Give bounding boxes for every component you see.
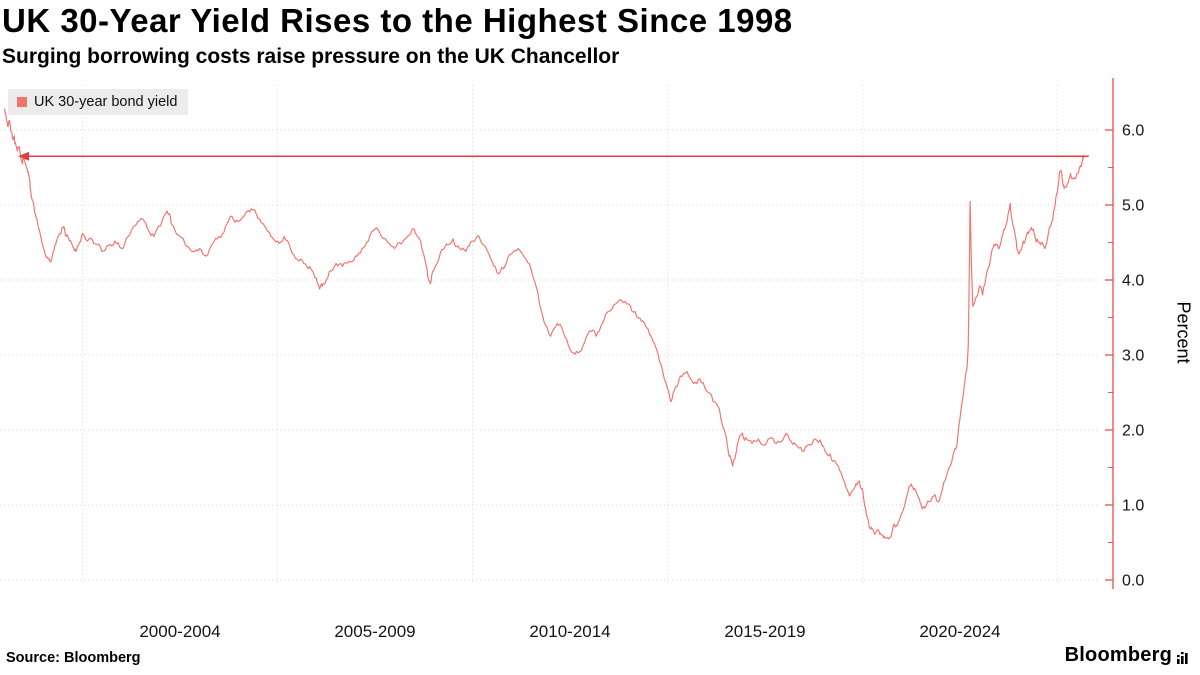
svg-text:2010-2014: 2010-2014 [529,622,610,641]
svg-text:2000-2004: 2000-2004 [139,622,220,641]
legend-label: UK 30-year bond yield [34,94,178,110]
bloomberg-logo: Bloomberg [1065,644,1190,667]
page-title: UK 30-Year Yield Rises to the Highest Si… [2,2,793,39]
svg-text:6.0: 6.0 [1122,123,1144,140]
svg-text:2020-2024: 2020-2024 [919,622,1000,641]
page-subtitle: Surging borrowing costs raise pressure o… [2,45,620,68]
legend-swatch-icon [17,97,27,107]
legend: UK 30-year bond yield [8,89,189,115]
y-axis-title: Percent [1173,301,1194,364]
svg-text:2005-2009: 2005-2009 [334,622,415,641]
bloomberg-chart-mark-icon [1177,652,1188,664]
bloomberg-wordmark: Bloomberg [1064,644,1172,666]
svg-text:2015-2019: 2015-2019 [724,622,805,641]
svg-text:0.0: 0.0 [1122,573,1144,590]
svg-text:2.0: 2.0 [1122,423,1144,440]
svg-text:3.0: 3.0 [1122,348,1144,365]
svg-text:5.0: 5.0 [1122,198,1144,215]
source-note: Source: Bloomberg [6,650,141,666]
svg-text:4.0: 4.0 [1122,273,1144,290]
svg-text:1.0: 1.0 [1122,498,1144,515]
